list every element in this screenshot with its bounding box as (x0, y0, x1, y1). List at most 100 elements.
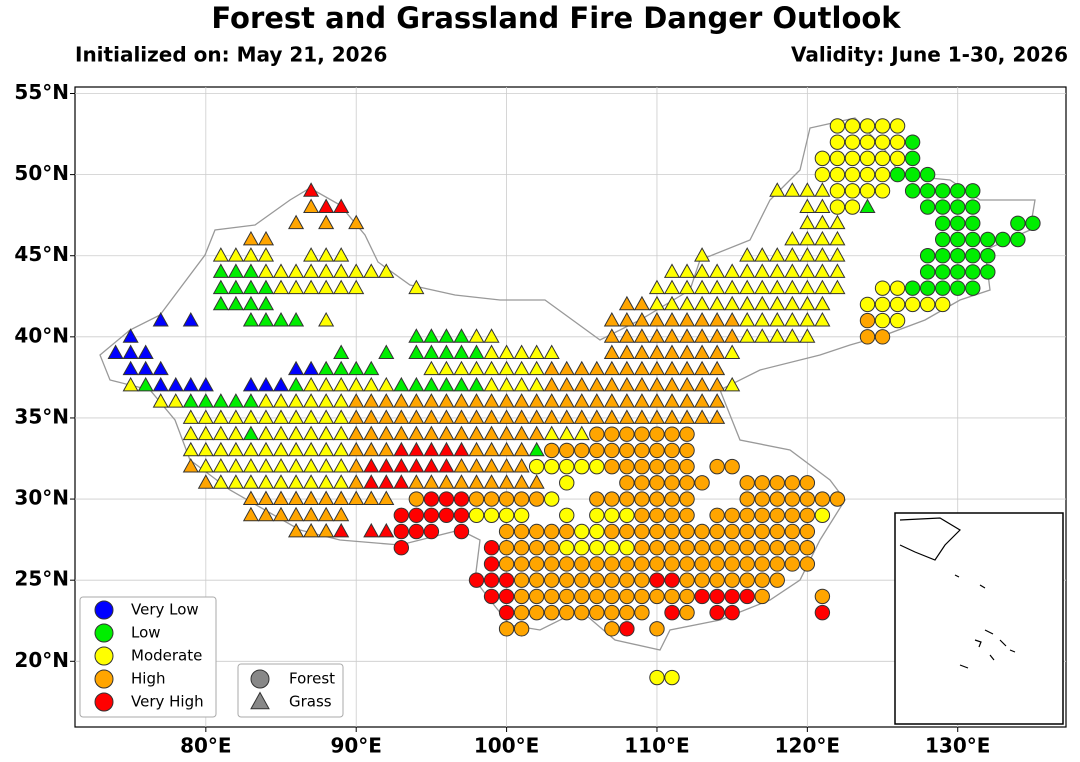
grass-marker (678, 263, 696, 278)
forest-marker (919, 199, 936, 215)
grass-marker (678, 328, 696, 343)
grass-marker (348, 490, 365, 505)
forest-marker (859, 166, 876, 183)
forest-marker (739, 588, 755, 605)
forest-marker (980, 231, 996, 248)
grass-marker (333, 490, 350, 505)
grass-marker (799, 312, 816, 327)
grass-marker (257, 458, 275, 473)
forest-marker (724, 572, 740, 588)
grass-marker (272, 393, 290, 408)
forest-marker (769, 475, 785, 491)
grass-marker (348, 376, 365, 392)
x-tick-label: 110°E (624, 734, 689, 758)
forest-marker (769, 540, 785, 556)
grass-marker (754, 295, 771, 311)
x-tick-label: 130°E (925, 734, 990, 758)
legend-swatch (94, 623, 114, 643)
forest-marker (528, 556, 545, 572)
grass-marker (272, 312, 290, 327)
grass-marker (528, 376, 545, 392)
forest-marker (483, 540, 500, 556)
grass-marker (122, 376, 139, 392)
grass-marker (303, 474, 320, 489)
grass-marker (739, 328, 756, 343)
forest-marker (934, 296, 951, 313)
grass-marker (318, 474, 335, 489)
forest-marker (423, 507, 440, 523)
forest-marker (649, 540, 665, 556)
grass-marker (633, 409, 650, 424)
grass-marker (423, 458, 440, 473)
grass-marker (543, 360, 560, 376)
forest-marker (799, 556, 816, 572)
grass-marker (663, 328, 681, 343)
grass-marker (227, 263, 244, 278)
grass-marker (709, 295, 726, 311)
forest-marker (619, 588, 635, 605)
grass-marker (423, 393, 440, 408)
forest-marker (498, 491, 515, 507)
forest-marker (483, 572, 500, 588)
grass-marker (318, 490, 335, 505)
forest-marker (724, 556, 740, 572)
grass-marker (694, 360, 711, 376)
forest-marker (950, 231, 966, 248)
grass-marker (784, 312, 801, 327)
forest-marker (679, 540, 695, 556)
grass-marker (122, 344, 139, 359)
forest-marker (544, 491, 560, 507)
grass-marker (242, 409, 259, 424)
grass-marker (182, 409, 199, 424)
grass-marker (423, 441, 440, 457)
grass-marker (152, 393, 169, 408)
grass-marker (438, 360, 455, 376)
grass-marker (799, 279, 816, 295)
grass-marker (618, 312, 635, 327)
forest-marker (874, 134, 891, 150)
forest-marker (814, 491, 831, 507)
forest-marker (679, 556, 695, 572)
forest-marker (829, 134, 846, 150)
grass-marker (257, 263, 275, 278)
y-tick-label: 55°N (14, 80, 69, 104)
grass-marker (633, 344, 650, 359)
grass-marker (709, 393, 726, 408)
grass-marker (633, 393, 650, 408)
forest-marker (528, 458, 545, 475)
grass-marker (423, 425, 440, 441)
grass-marker (453, 441, 470, 457)
grass-marker (438, 474, 455, 489)
forest-marker (799, 475, 816, 491)
x-tick-label: 100°E (474, 734, 539, 758)
grass-marker (678, 344, 696, 359)
legend-box (79, 596, 217, 718)
forest-marker (408, 523, 425, 540)
forest-marker (498, 621, 515, 637)
forest-marker (634, 604, 650, 621)
grass-marker (333, 474, 350, 489)
grass-marker (558, 425, 575, 441)
grass-marker (212, 295, 229, 311)
grass-marker (363, 474, 380, 489)
grass-marker (543, 425, 560, 441)
forest-marker (589, 491, 605, 507)
forest-marker (965, 248, 981, 264)
forest-marker (604, 491, 620, 507)
forest-marker (995, 231, 1011, 248)
forest-marker (589, 588, 605, 605)
forest-marker (468, 491, 485, 507)
forest-marker (528, 523, 545, 540)
forest-marker (574, 572, 590, 588)
grass-marker (438, 376, 455, 392)
grass-marker (242, 376, 259, 392)
grass-marker (393, 409, 410, 424)
grass-marker (528, 474, 545, 489)
grass-marker (197, 458, 214, 473)
forest-marker (844, 183, 861, 199)
forest-marker (965, 183, 981, 199)
forest-marker (438, 491, 455, 507)
forest-marker (453, 507, 470, 523)
grass-marker (242, 425, 259, 441)
forest-marker (574, 588, 590, 605)
